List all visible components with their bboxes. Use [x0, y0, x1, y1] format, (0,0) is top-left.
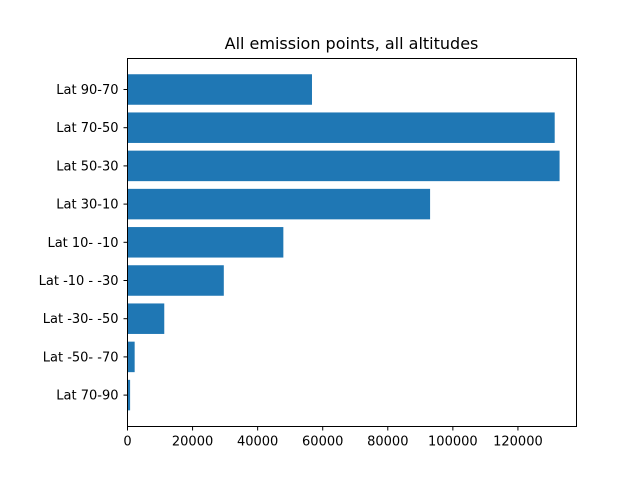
y-tick-label: Lat 90-70 — [56, 83, 118, 98]
chart-title: All emission points, all altitudes — [225, 34, 479, 53]
plot-frame — [127, 58, 577, 427]
y-tick-label: Lat -50- -70 — [43, 350, 119, 365]
x-tick-label: 40000 — [237, 435, 278, 450]
x-axis-ticks: 0 20000 40000 60000 80000 100000 120000 — [123, 426, 543, 450]
bar — [127, 303, 165, 334]
bar — [127, 150, 560, 182]
y-tick-label: Lat -10 - -30 — [39, 274, 119, 289]
bar — [127, 188, 431, 220]
x-tick-label: 120000 — [493, 435, 543, 450]
bar — [127, 74, 312, 105]
y-axis-ticks: Lat 90-70 Lat 70-50 Lat 50-30 Lat 30-10 Lat … — [39, 83, 128, 404]
bar — [127, 379, 131, 411]
x-tick-label: 60000 — [302, 435, 343, 450]
bar — [127, 227, 284, 258]
y-tick-label: Lat 70-90 — [56, 389, 118, 404]
bar — [127, 112, 555, 143]
bars-group — [127, 74, 560, 411]
y-tick-label: Lat 70-50 — [56, 121, 118, 136]
y-tick-label: Lat 10- -10 — [47, 236, 118, 251]
bar — [127, 265, 224, 296]
y-tick-label: Lat 30-10 — [56, 198, 118, 213]
y-tick-label: Lat 50-30 — [56, 159, 118, 174]
x-tick-label: 20000 — [172, 435, 213, 450]
x-tick-label: 0 — [123, 435, 131, 450]
x-tick-label: 80000 — [367, 435, 408, 450]
x-tick-label: 100000 — [428, 435, 478, 450]
bar — [127, 341, 135, 373]
y-tick-label: Lat -30- -50 — [43, 312, 119, 327]
